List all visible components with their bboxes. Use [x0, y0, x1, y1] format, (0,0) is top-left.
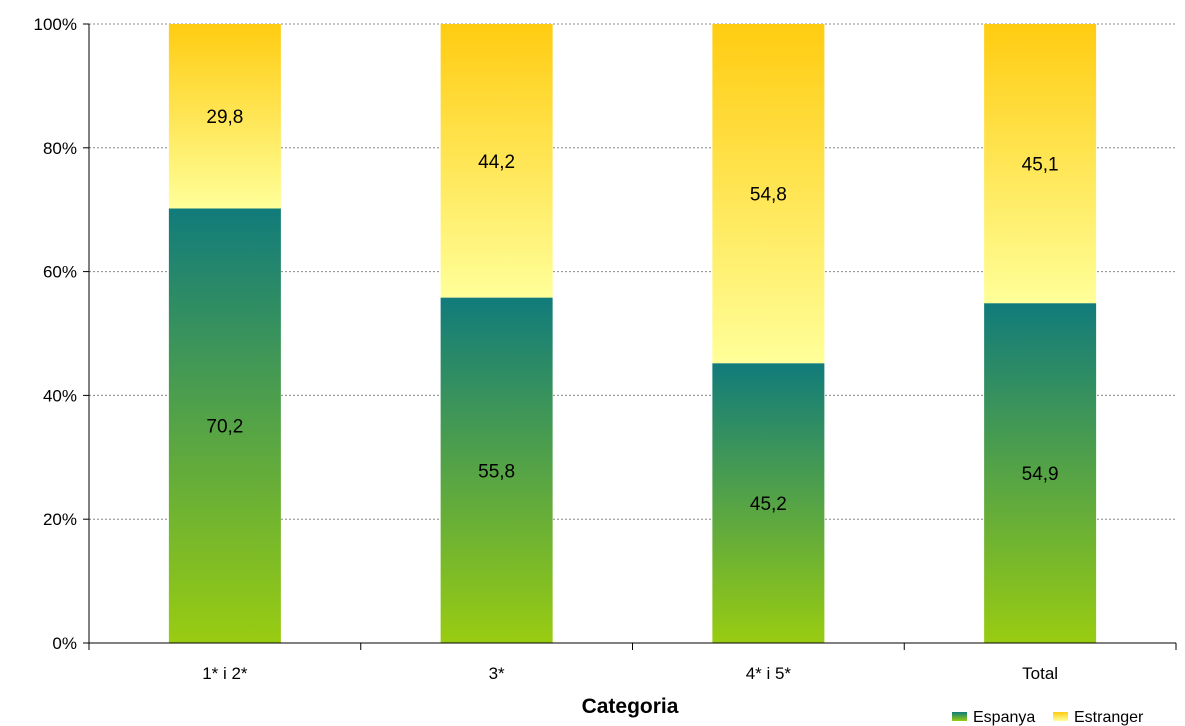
data-label: 44,2: [478, 152, 515, 173]
x-tick-label: 4* i 5*: [746, 664, 792, 683]
bars: [168, 24, 1097, 643]
legend-label-estranger: Estranger: [1074, 709, 1144, 726]
y-tick-label: 80%: [43, 139, 77, 158]
data-label: 45,2: [750, 494, 787, 515]
x-tick-label: 1* i 2*: [202, 664, 248, 683]
data-label: 54,8: [750, 185, 787, 206]
data-label: 54,9: [1022, 464, 1059, 485]
bar-estranger-1: [440, 24, 553, 298]
bar-espanya-3: [984, 303, 1097, 643]
bar-estranger-0: [168, 24, 281, 209]
bar-espanya-2: [712, 363, 825, 643]
x-tick-label: 3*: [489, 664, 505, 683]
x-axis-title: Categoria: [582, 695, 679, 718]
x-tick-label: Total: [1022, 664, 1058, 683]
y-tick-label: 0%: [52, 634, 77, 653]
bar-espanya-0: [168, 208, 281, 643]
y-tick-label: 60%: [43, 263, 77, 282]
y-tick-label: 100%: [34, 15, 77, 34]
bar-estranger-2: [712, 24, 825, 364]
data-label: 29,8: [206, 107, 243, 128]
legend-swatch-espanya: [952, 712, 967, 721]
bar-estranger-3: [984, 24, 1097, 304]
data-labels: 70,2 29,8 55,8 44,2 45,2 54,8 54,9 45,1: [206, 107, 1058, 515]
legend: Espanya Estranger: [952, 709, 1144, 726]
data-label: 70,2: [206, 417, 243, 438]
bar-espanya-1: [440, 297, 553, 643]
legend-label-espanya: Espanya: [973, 709, 1035, 726]
data-label: 55,8: [478, 461, 515, 482]
data-label: 45,1: [1022, 155, 1059, 176]
y-tick-label: 20%: [43, 510, 77, 529]
y-tick-label: 40%: [43, 386, 77, 405]
legend-swatch-estranger: [1053, 712, 1068, 721]
axes: 0% 20% 40% 60% 80% 100% 1* i 2* 3* 4* i 5* Total: [34, 15, 1177, 683]
